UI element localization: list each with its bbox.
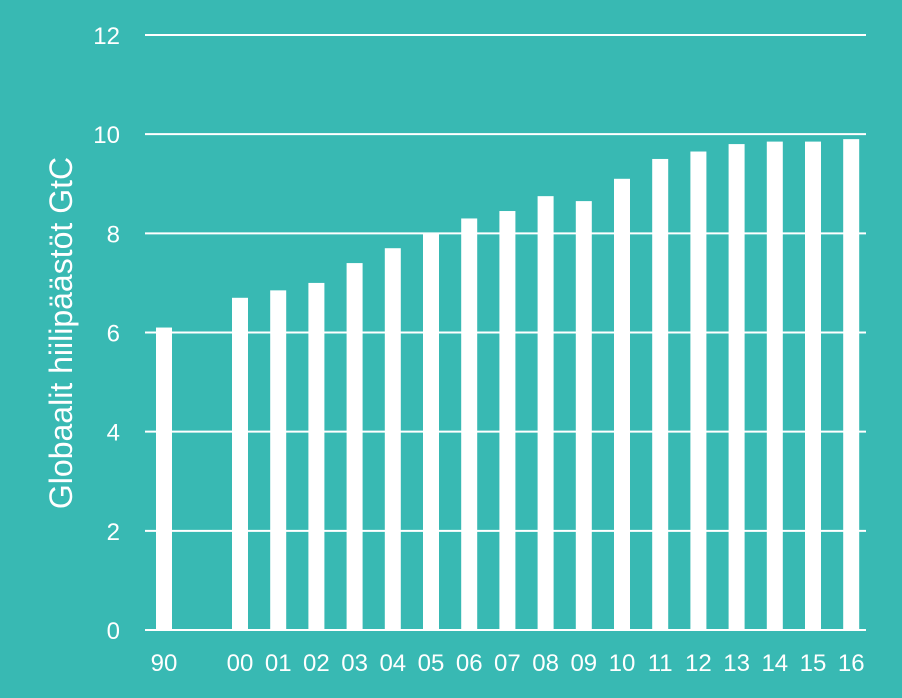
y-tick-label: 4	[107, 420, 120, 447]
x-tick-labels: 90 00 01 02 03 04 05 06 07 08 09 10 11 12 13 14 15 16	[151, 650, 865, 677]
y-tick-label: 0	[107, 618, 120, 645]
bar-06	[461, 218, 478, 631]
bar-13	[728, 144, 745, 631]
x-tick-label: 08	[532, 650, 559, 677]
y-tick-label: 8	[107, 221, 120, 248]
x-tick-label: 12	[685, 650, 712, 677]
bar-10	[614, 178, 630, 630]
y-tick-label: 10	[93, 122, 120, 149]
x-tick-label: 01	[265, 650, 292, 677]
x-tick-label: 03	[341, 650, 368, 677]
y-axis-title: Globaalit hiilipäästöt GtC	[43, 157, 79, 509]
x-tick-label: 05	[418, 650, 445, 677]
x-tick-label: 02	[303, 650, 330, 677]
y-tick-label: 2	[107, 519, 120, 546]
bar-15	[805, 141, 821, 630]
bar-04	[384, 248, 401, 631]
y-tick-label: 6	[107, 321, 120, 348]
x-tick-label: 06	[456, 650, 483, 677]
x-tick-label: 16	[838, 650, 865, 677]
bar-01	[270, 290, 287, 630]
x-tick-label: 09	[570, 650, 597, 677]
bar-02	[308, 282, 325, 630]
x-tick-label: 11	[648, 650, 673, 677]
bar-11	[652, 158, 669, 631]
x-tick-label: 00	[227, 650, 254, 677]
bar-09	[575, 201, 592, 630]
x-tick-label: 14	[761, 650, 788, 677]
x-tick-label: 10	[609, 650, 636, 677]
bar-14	[766, 141, 783, 630]
y-tick-labels: 0 2 4 6 8 10 12	[93, 23, 120, 645]
bar-90	[156, 327, 172, 630]
x-tick-label: 13	[723, 650, 750, 677]
bars	[156, 139, 860, 631]
bar-03	[346, 263, 363, 630]
x-tick-label: 04	[379, 650, 406, 677]
x-tick-label: 07	[494, 650, 521, 677]
bar-00	[232, 297, 248, 630]
y-tick-label: 12	[93, 23, 120, 50]
x-tick-label: 90	[151, 650, 178, 677]
bar-08	[537, 196, 554, 631]
bar-16	[843, 139, 860, 630]
bar-07	[499, 211, 516, 631]
bar-05	[423, 233, 439, 631]
x-tick-label: 15	[800, 650, 827, 677]
bar-12	[690, 151, 707, 631]
